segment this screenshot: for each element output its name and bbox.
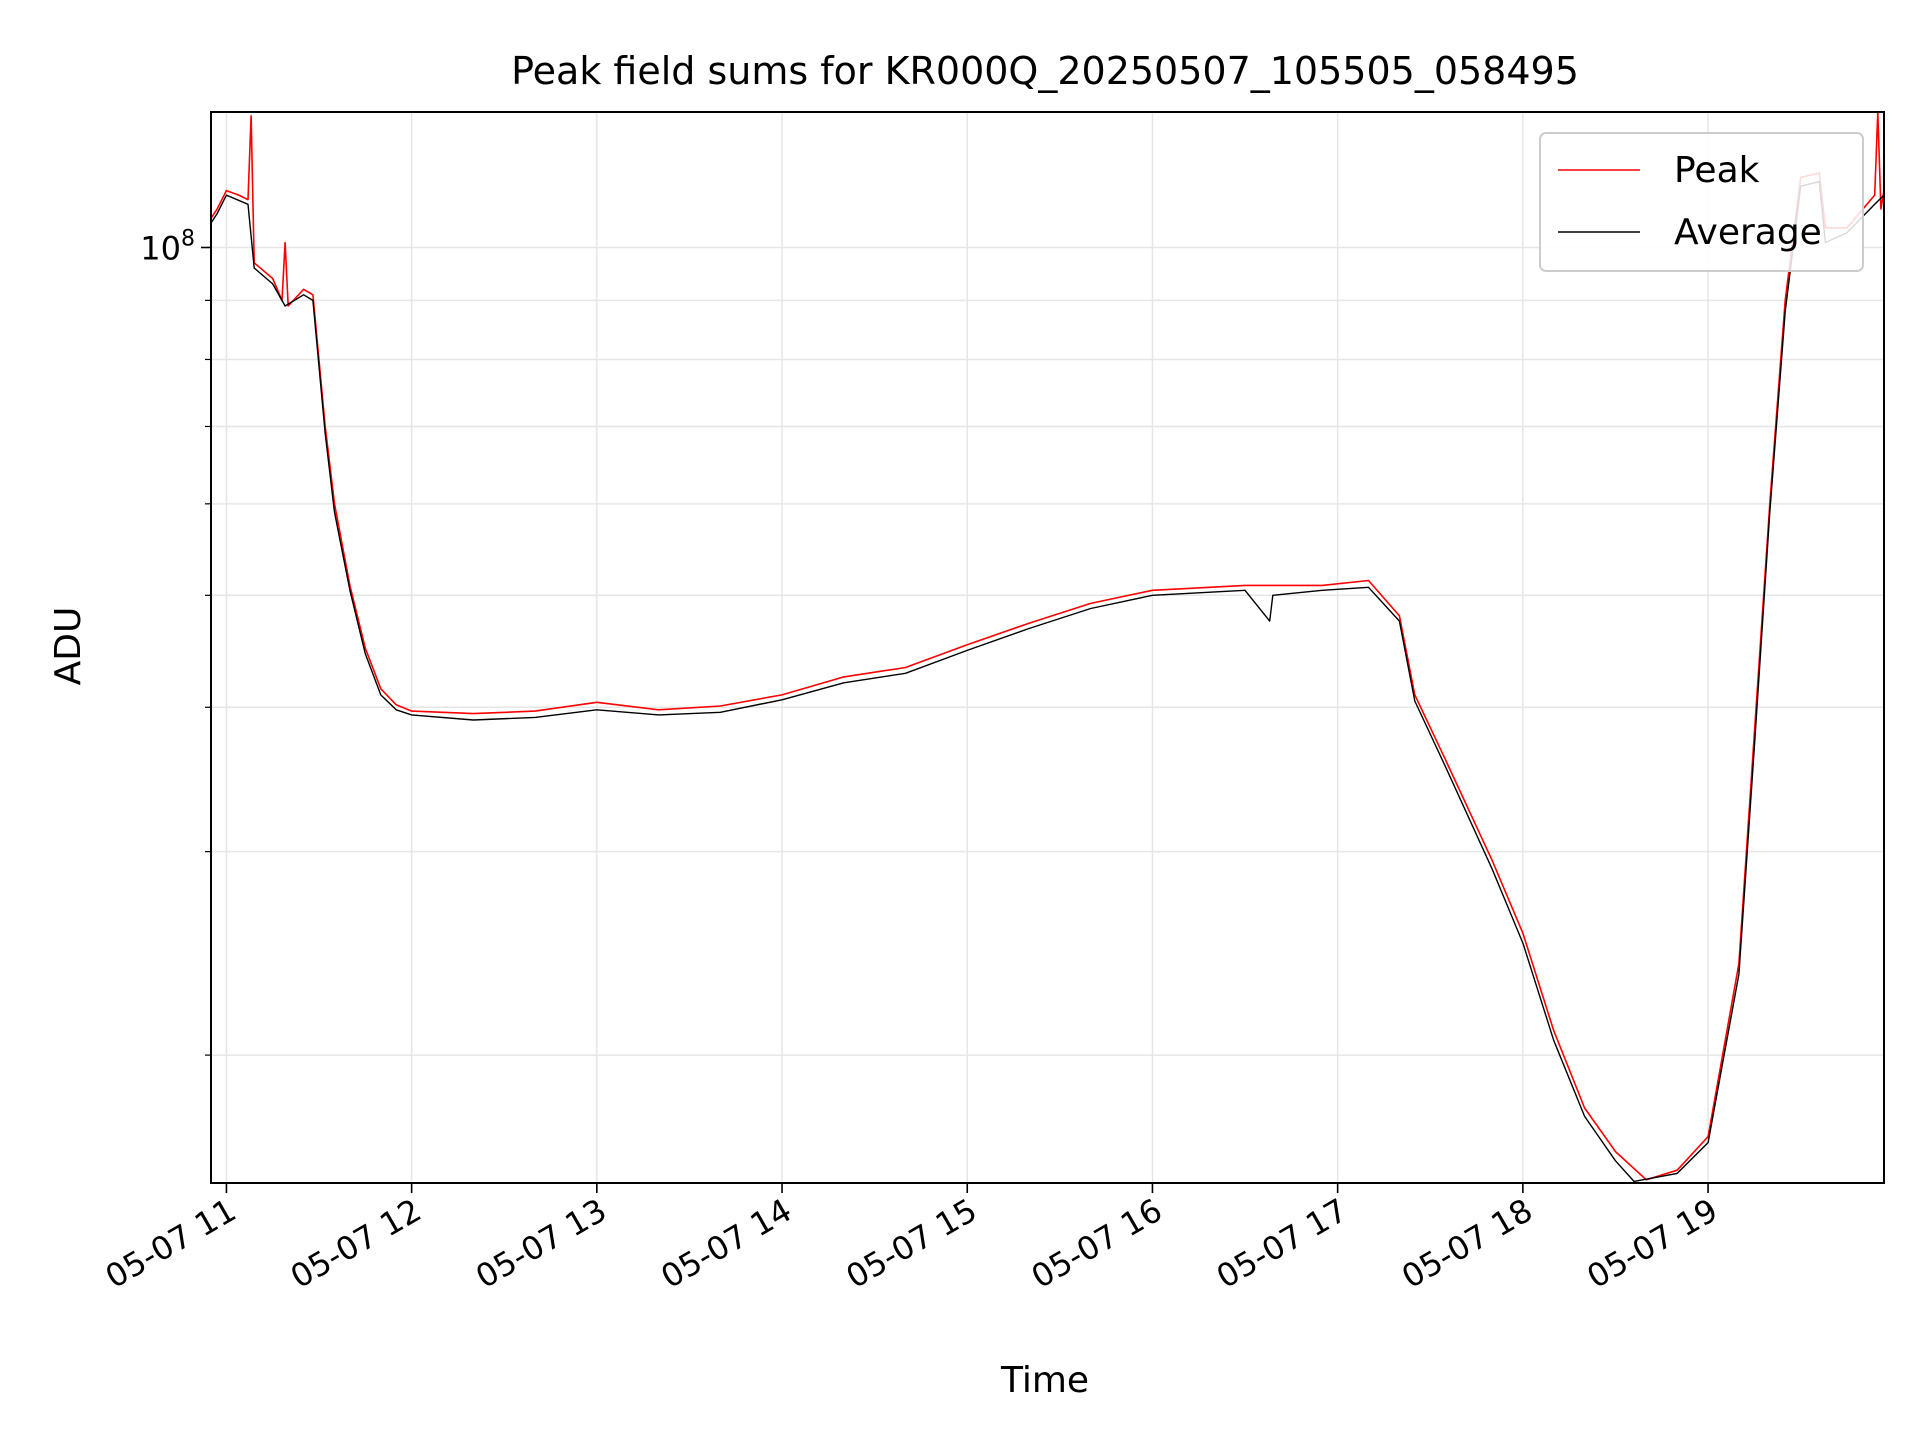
series-layer [211,112,1884,1183]
legend: Peak Average [1539,132,1864,272]
x-tick-label: 05-07 17 [1210,1191,1354,1296]
x-tick-label: 05-07 11 [99,1191,243,1296]
x-tick-label: 05-07 13 [469,1191,613,1296]
chart-title: Peak field sums for KR000Q_20250507_1055… [511,49,1579,93]
legend-peak-label: Peak [1674,150,1760,191]
x-tick-label: 05-07 19 [1580,1191,1724,1296]
y-tick-label-exponent: 8 [181,226,195,251]
x-tick-label: 05-07 14 [654,1191,798,1296]
y-tick-label: 108 [140,226,195,267]
x-axis-label: Time [1000,1360,1089,1401]
x-tick-label: 05-07 18 [1395,1191,1539,1296]
x-tick-label: 05-07 15 [840,1191,984,1296]
y-tick-label-base: 10 [140,229,181,267]
y-axis-label: ADU [48,607,89,686]
x-axis: 05-07 11 05-07 12 05-07 13 05-07 14 05-07 15… [99,1183,1724,1296]
legend-box [1539,132,1864,272]
grid [211,112,1884,1183]
x-tick-label: 05-07 12 [284,1191,428,1296]
y-axis: 108 [140,226,211,1056]
legend-average-label: Average [1674,212,1822,253]
series-peak-line [211,112,1884,1181]
x-tick-label: 05-07 16 [1025,1191,1169,1296]
plot-frame [210,111,1885,1184]
series-average-line [211,181,1884,1183]
